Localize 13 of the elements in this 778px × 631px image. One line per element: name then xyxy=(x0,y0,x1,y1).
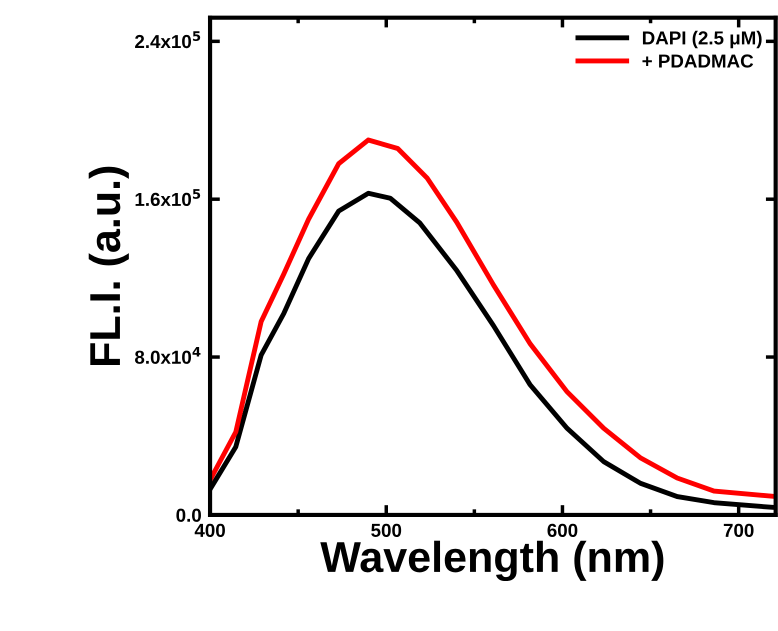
y-tick-label: 2.4x10$^{5}$ xyxy=(135,31,200,48)
x-tick-label: 400 xyxy=(194,524,225,537)
legend-label: + PDADMAC xyxy=(642,54,754,68)
y-tick-label: 1.6x10$^{5}$ xyxy=(136,189,200,206)
y-axis-title: FL.I. (a.u.) xyxy=(88,166,129,366)
y-tick-label: 8.0x10$^{4}$ xyxy=(135,346,200,364)
x-axis-title: Wavelength (nm) xyxy=(320,540,664,582)
y-tick-label: 0.0 xyxy=(176,508,201,522)
line-series xyxy=(210,138,776,499)
x-tick-label: 500 xyxy=(371,524,402,537)
legend-label: DAPI (2.5 μM) xyxy=(642,30,762,48)
x-tick-label: 600 xyxy=(548,524,578,537)
x-tick-label: 700 xyxy=(724,524,754,537)
